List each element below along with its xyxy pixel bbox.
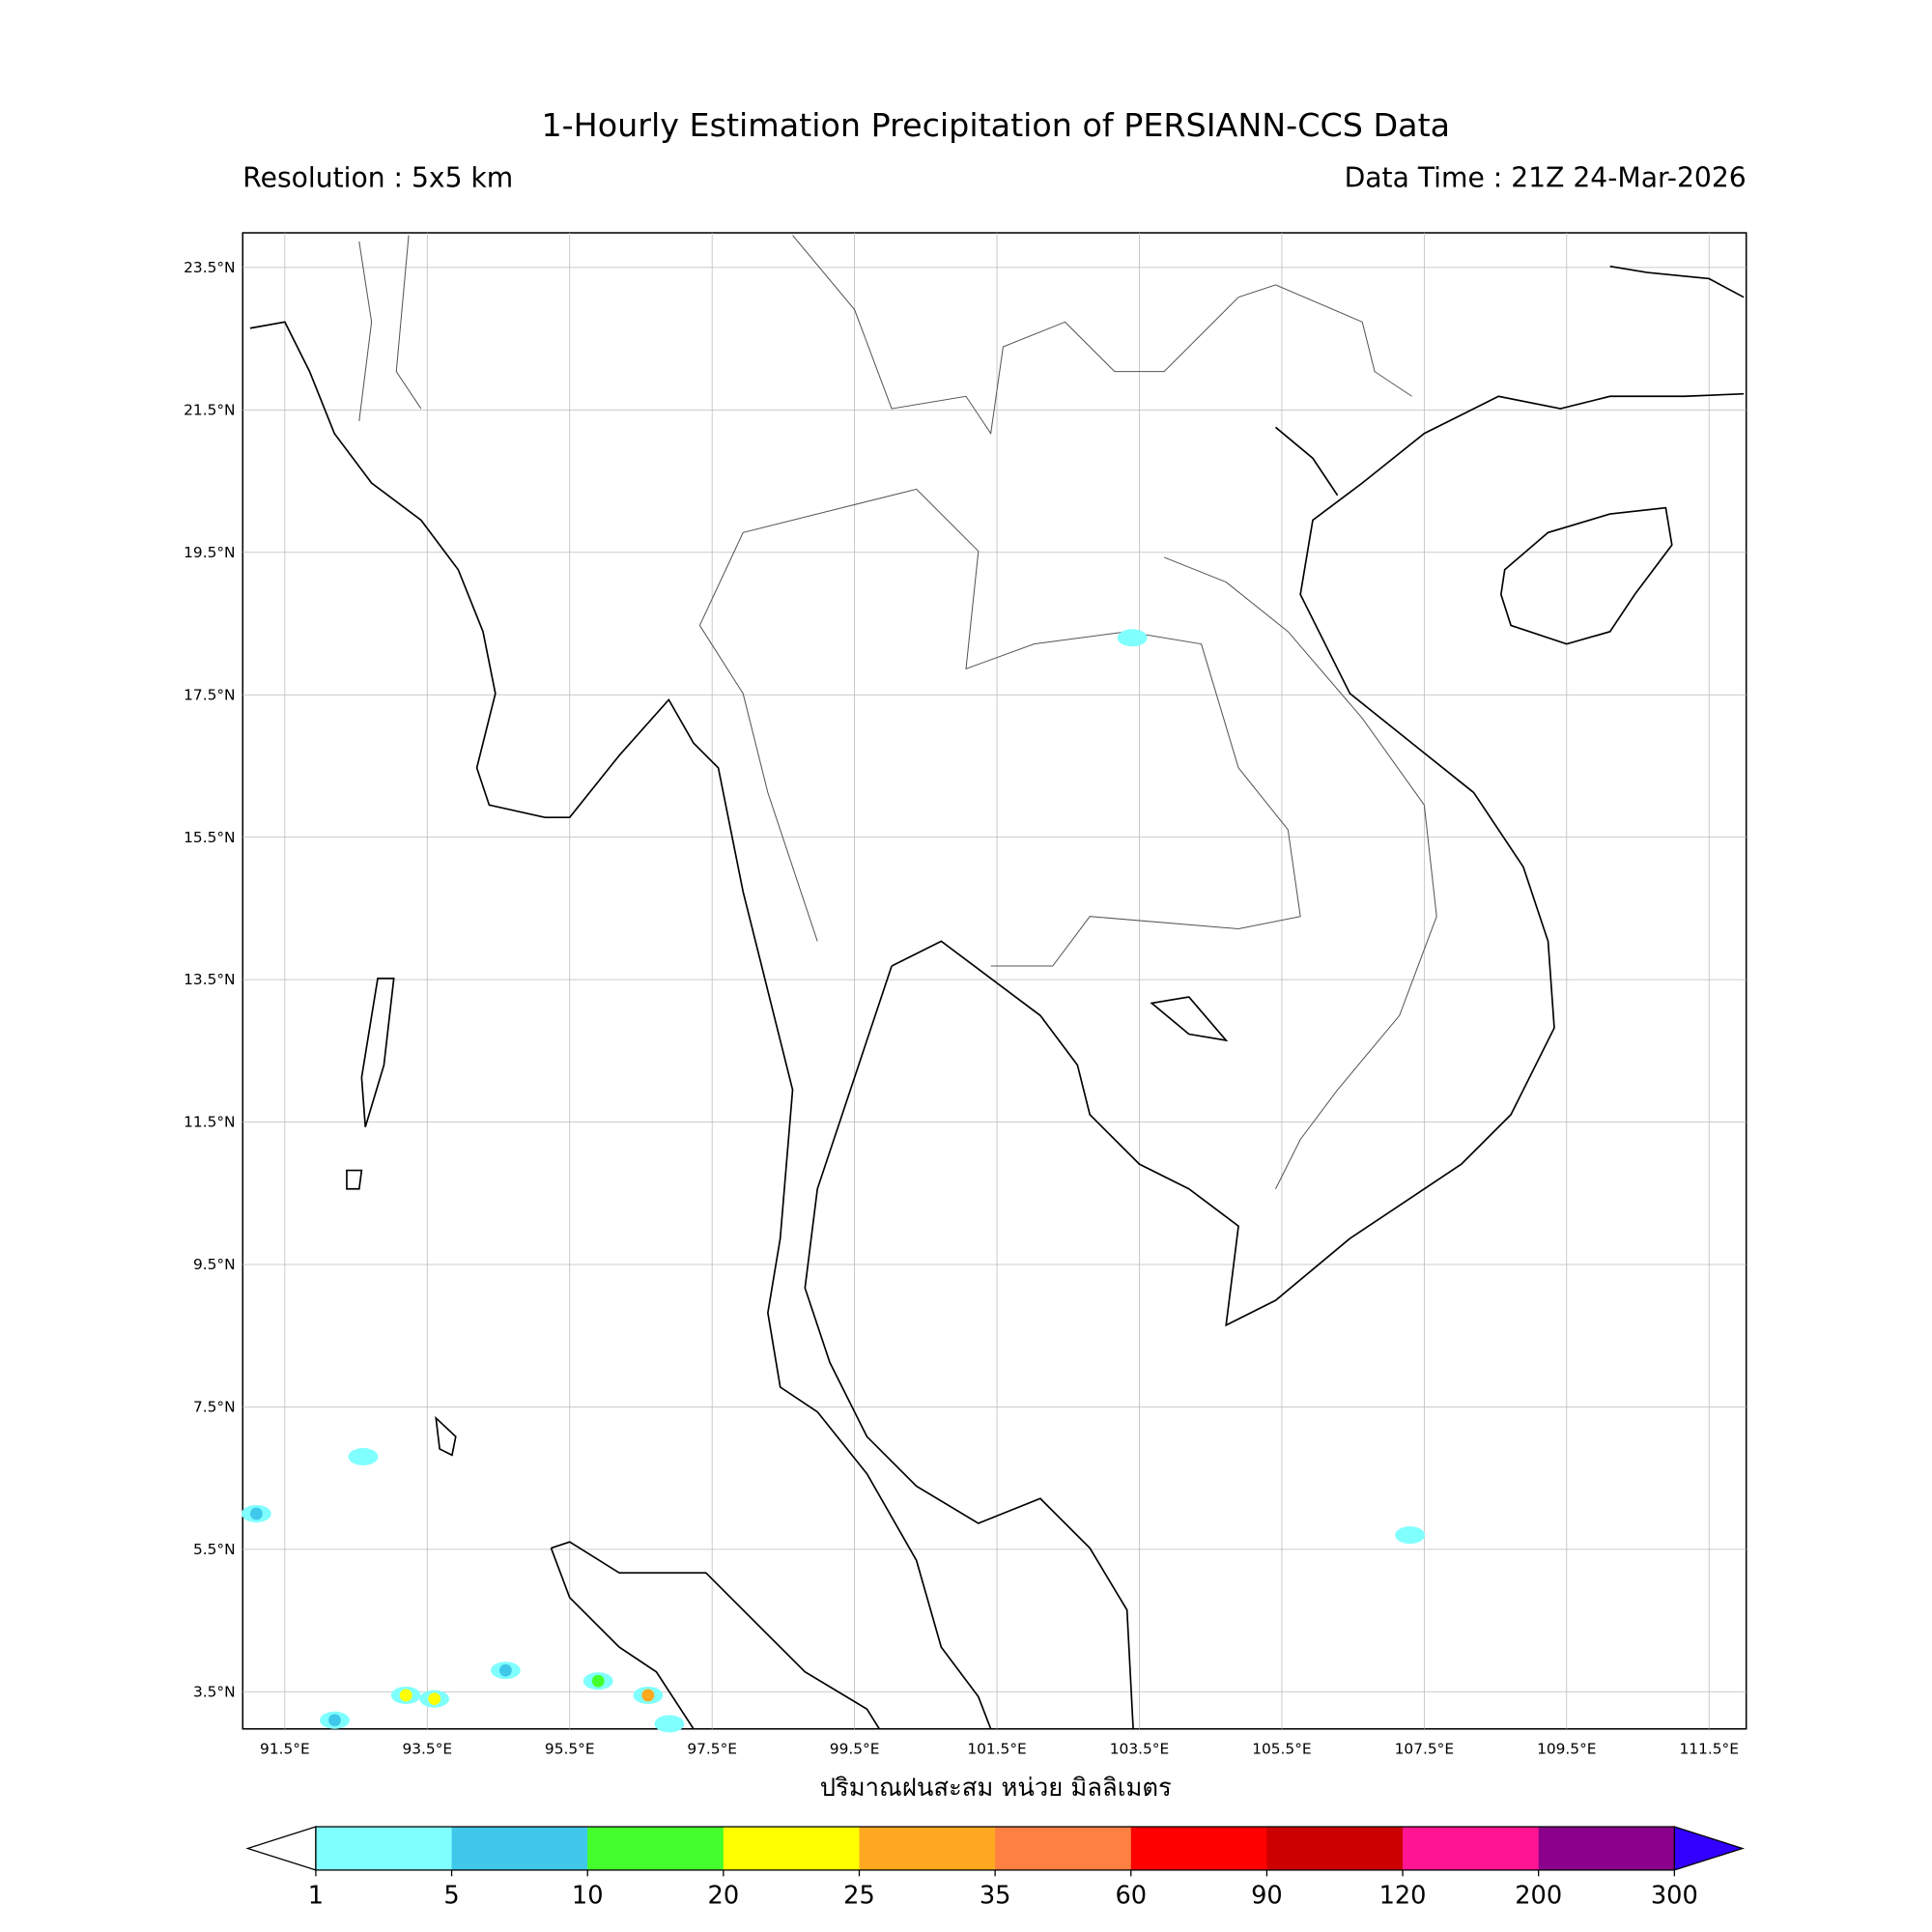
colorbar-segment (1538, 1827, 1675, 1870)
colorbar-segment (859, 1827, 996, 1870)
lat-tick-label: 23.5°N (184, 259, 235, 276)
colorbar-segment (723, 1827, 861, 1870)
lon-tick-label: 101.5°E (967, 1740, 1026, 1757)
lat-tick-label: 3.5°N (193, 1683, 236, 1700)
colorbar-segment (1266, 1827, 1404, 1870)
colorbar-level-label: 20 (708, 1882, 740, 1911)
coastline-thailand-gulf (891, 392, 1745, 1327)
rain-cells (242, 629, 1425, 1733)
rain-cell-area (348, 1448, 379, 1465)
lat-tick-label: 17.5°N (184, 686, 235, 703)
country-borders (358, 235, 1437, 1189)
colorbar-level-label: 120 (1379, 1882, 1427, 1911)
longitude-tick-labels: 91.5°E 93.5°E 95.5°E 97.5°E 99.5°E 101.5°E 103… (260, 1740, 1739, 1757)
lat-tick-label: 11.5°N (184, 1114, 235, 1131)
lon-tick-label: 109.5°E (1537, 1740, 1596, 1757)
lon-tick-label: 97.5°E (687, 1740, 737, 1757)
data-time-label: Data Time : 21Z 24-Mar-2026 (1345, 162, 1747, 194)
coastline-south-china (1274, 265, 1745, 497)
lat-tick-label: 19.5°N (184, 544, 235, 561)
colorbar-level-label: 10 (572, 1882, 604, 1911)
colorbar-level-label: 35 (980, 1882, 1011, 1911)
coastline-west-malay (816, 1411, 992, 1730)
colorbar-under-arrow (245, 1826, 317, 1871)
colorbar-level-label: 90 (1251, 1882, 1283, 1911)
coastline-malay-peninsula (804, 965, 1134, 1729)
figure-title: 1-Hourly Estimation Precipitation of PER… (541, 106, 1450, 144)
lon-tick-label: 95.5°E (545, 1740, 595, 1757)
tonle-sap-lake (1150, 996, 1229, 1042)
map-panel: 23.5°N 21.5°N 19.5°N 17.5°N 15.5°N 13.5°N 11.5… (184, 232, 1747, 1757)
colorbar-level-label: 60 (1115, 1882, 1147, 1911)
rain-cell-core (428, 1692, 441, 1706)
colorbar-segment (315, 1827, 453, 1870)
border-thailand (698, 488, 1301, 967)
lon-tick-label: 105.5°E (1252, 1740, 1311, 1757)
rain-cell-core (328, 1714, 341, 1727)
colorbar-segment (587, 1827, 724, 1870)
border-myanmar-china (358, 235, 422, 421)
rain-cell-core (399, 1689, 412, 1702)
colorbar-level-label: 300 (1651, 1882, 1698, 1911)
lat-tick-label: 15.5°N (184, 829, 235, 846)
border-laos-vietnam (792, 235, 1437, 1189)
lon-tick-label: 103.5°E (1110, 1740, 1169, 1757)
lat-tick-label: 7.5°N (193, 1399, 236, 1416)
colorbar-level-label: 1 (308, 1882, 324, 1911)
latitude-tick-labels: 23.5°N 21.5°N 19.5°N 17.5°N 15.5°N 13.5°N 11.5… (184, 259, 235, 1700)
rain-cell-core (249, 1507, 263, 1520)
rain-cell-core (591, 1674, 605, 1688)
colorbar-segment (451, 1827, 588, 1870)
lon-tick-label: 111.5°E (1680, 1740, 1739, 1757)
lat-tick-label: 13.5°N (184, 971, 235, 988)
lat-tick-label: 21.5°N (184, 401, 235, 418)
colorbar: 1 5 10 20 25 35 60 90 120 200 300 (245, 1826, 1745, 1911)
rain-cell-area (1117, 629, 1148, 647)
colorbar-over-arrow (1673, 1826, 1745, 1871)
rain-cell-core (498, 1663, 512, 1677)
colorbar-segment (995, 1827, 1132, 1870)
lon-tick-label: 107.5°E (1395, 1740, 1454, 1757)
colorbar-level-label: 200 (1515, 1882, 1562, 1911)
coastline-hainan (1499, 506, 1673, 645)
lat-tick-label: 5.5°N (193, 1541, 236, 1558)
lat-tick-label: 9.5°N (193, 1256, 236, 1273)
coastline-myanmar-bangladesh (249, 321, 818, 1413)
lon-tick-label: 93.5°E (402, 1740, 452, 1757)
coastlines (249, 265, 1745, 1730)
coastline-sumatra (550, 1541, 880, 1730)
rain-cell-area (1395, 1526, 1425, 1545)
colorbar-level-label: 25 (843, 1882, 875, 1911)
lon-tick-label: 99.5°E (830, 1740, 880, 1757)
resolution-label: Resolution : 5x5 km (242, 162, 513, 194)
colorbar-level-label: 5 (443, 1882, 459, 1911)
lon-tick-label: 91.5°E (260, 1740, 310, 1757)
colorbar-label: ปริมาณฝนสะสม หน่วย มิลลิเมตร (820, 1774, 1172, 1803)
rain-cell-area (654, 1715, 685, 1733)
colorbar-segment (1130, 1827, 1268, 1870)
colorbar-segment (1403, 1827, 1540, 1870)
coastline-andaman-islands (346, 977, 457, 1457)
rain-cell-core (641, 1689, 655, 1702)
gridlines (242, 233, 1747, 1729)
